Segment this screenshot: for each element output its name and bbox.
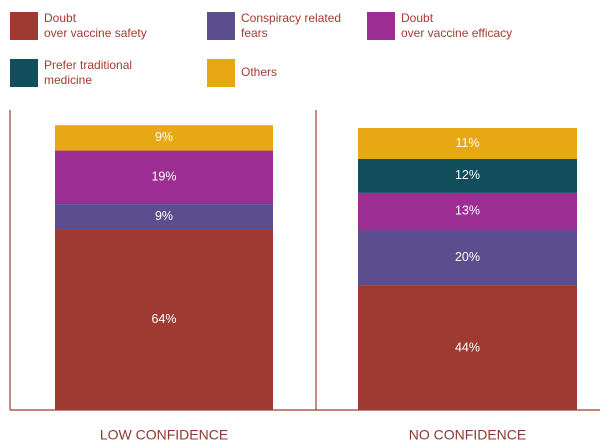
legend-label: Doubt over vaccine safety [44, 11, 147, 40]
legend-label: Prefer traditional medicine [44, 58, 132, 87]
bar-segment [55, 125, 273, 151]
data-label: 13% [455, 203, 480, 217]
legend-swatch [207, 12, 235, 40]
data-label: 9% [155, 209, 173, 223]
data-label: 20% [455, 250, 480, 264]
data-label: 44% [455, 340, 480, 354]
legend-swatch [10, 59, 38, 87]
x-tick-label: LOW CONFIDENCE [100, 427, 228, 443]
bar-segment [358, 192, 577, 230]
legend-swatch [10, 12, 38, 40]
legend-label: Conspiracy related fears [241, 11, 341, 40]
legend-swatch [207, 59, 235, 87]
bar-segment [358, 285, 577, 410]
x-tick-label: NO CONFIDENCE [409, 427, 526, 443]
data-label: 12% [455, 168, 480, 182]
legend-label: Others [241, 65, 277, 79]
data-label: 9% [155, 130, 173, 144]
data-label: 19% [151, 170, 176, 184]
data-label: 11% [455, 136, 479, 150]
legend-swatch [367, 12, 395, 40]
bar-segment [55, 229, 273, 410]
bar-segment [358, 128, 577, 160]
data-label: 64% [151, 312, 176, 326]
bar-segment [55, 204, 273, 230]
bar-segment [358, 229, 577, 286]
bar-segment [358, 159, 577, 193]
bar-segment [55, 150, 273, 205]
legend-label: Doubt over vaccine efficacy [401, 11, 512, 40]
